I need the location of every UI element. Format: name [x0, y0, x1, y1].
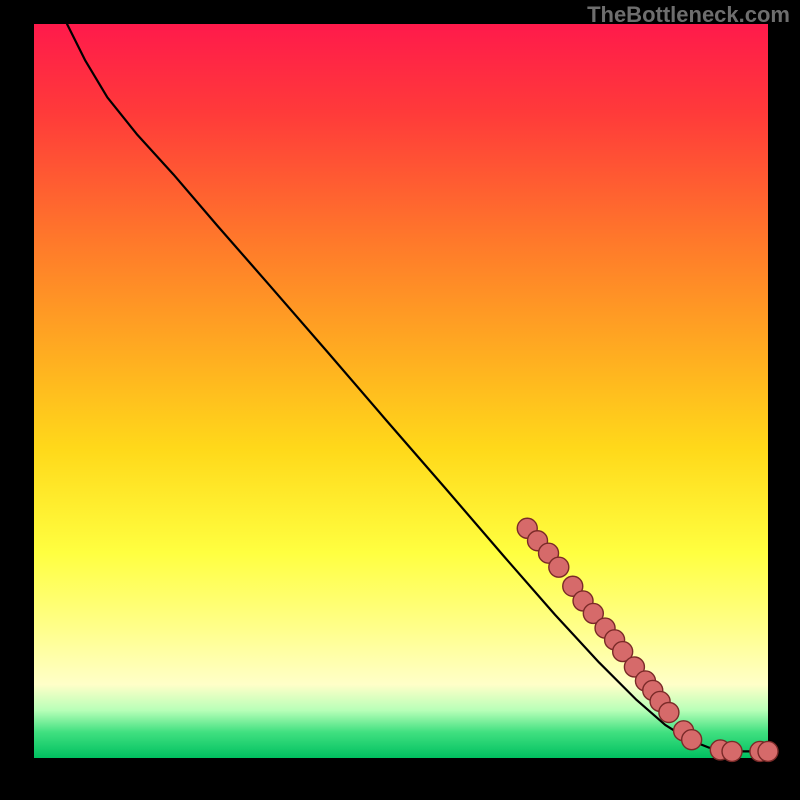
watermark-label: TheBottleneck.com — [587, 2, 790, 28]
data-marker — [682, 730, 702, 750]
plot-area — [34, 24, 768, 758]
chart-svg — [0, 0, 800, 800]
data-marker — [659, 702, 679, 722]
data-marker — [549, 557, 569, 577]
data-marker — [722, 741, 742, 761]
data-marker — [758, 741, 778, 761]
